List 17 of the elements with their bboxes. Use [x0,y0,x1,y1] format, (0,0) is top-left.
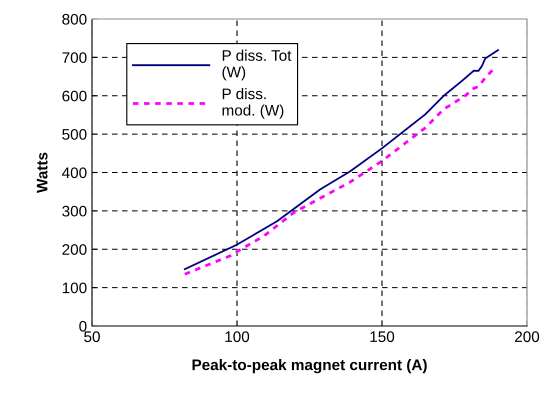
y-tick-label: 300 [62,206,87,217]
y-tick-label: 0 [79,320,87,332]
y-tick-label: 400 [62,167,87,178]
y-tick-label: 800 [62,14,87,25]
y-axis-title: Watts [36,152,48,193]
legend-label: P diss. Tot (W) [222,50,292,80]
y-tick-label: 500 [62,128,87,140]
y-tick-label: 700 [62,52,87,64]
x-tick-label: 200 [515,331,540,342]
x-tick-label: 150 [370,331,394,342]
y-tick-label: 200 [62,244,87,255]
x-tick-label: 50 [84,331,100,342]
legend-label: P diss. mod. (W) [222,88,284,119]
x-axis-title: Peak-to-peak magnet current (A) [192,358,427,374]
y-tick-label: 600 [62,90,87,102]
x-tick-label: 100 [225,331,250,342]
y-tick-label: 100 [62,282,87,294]
